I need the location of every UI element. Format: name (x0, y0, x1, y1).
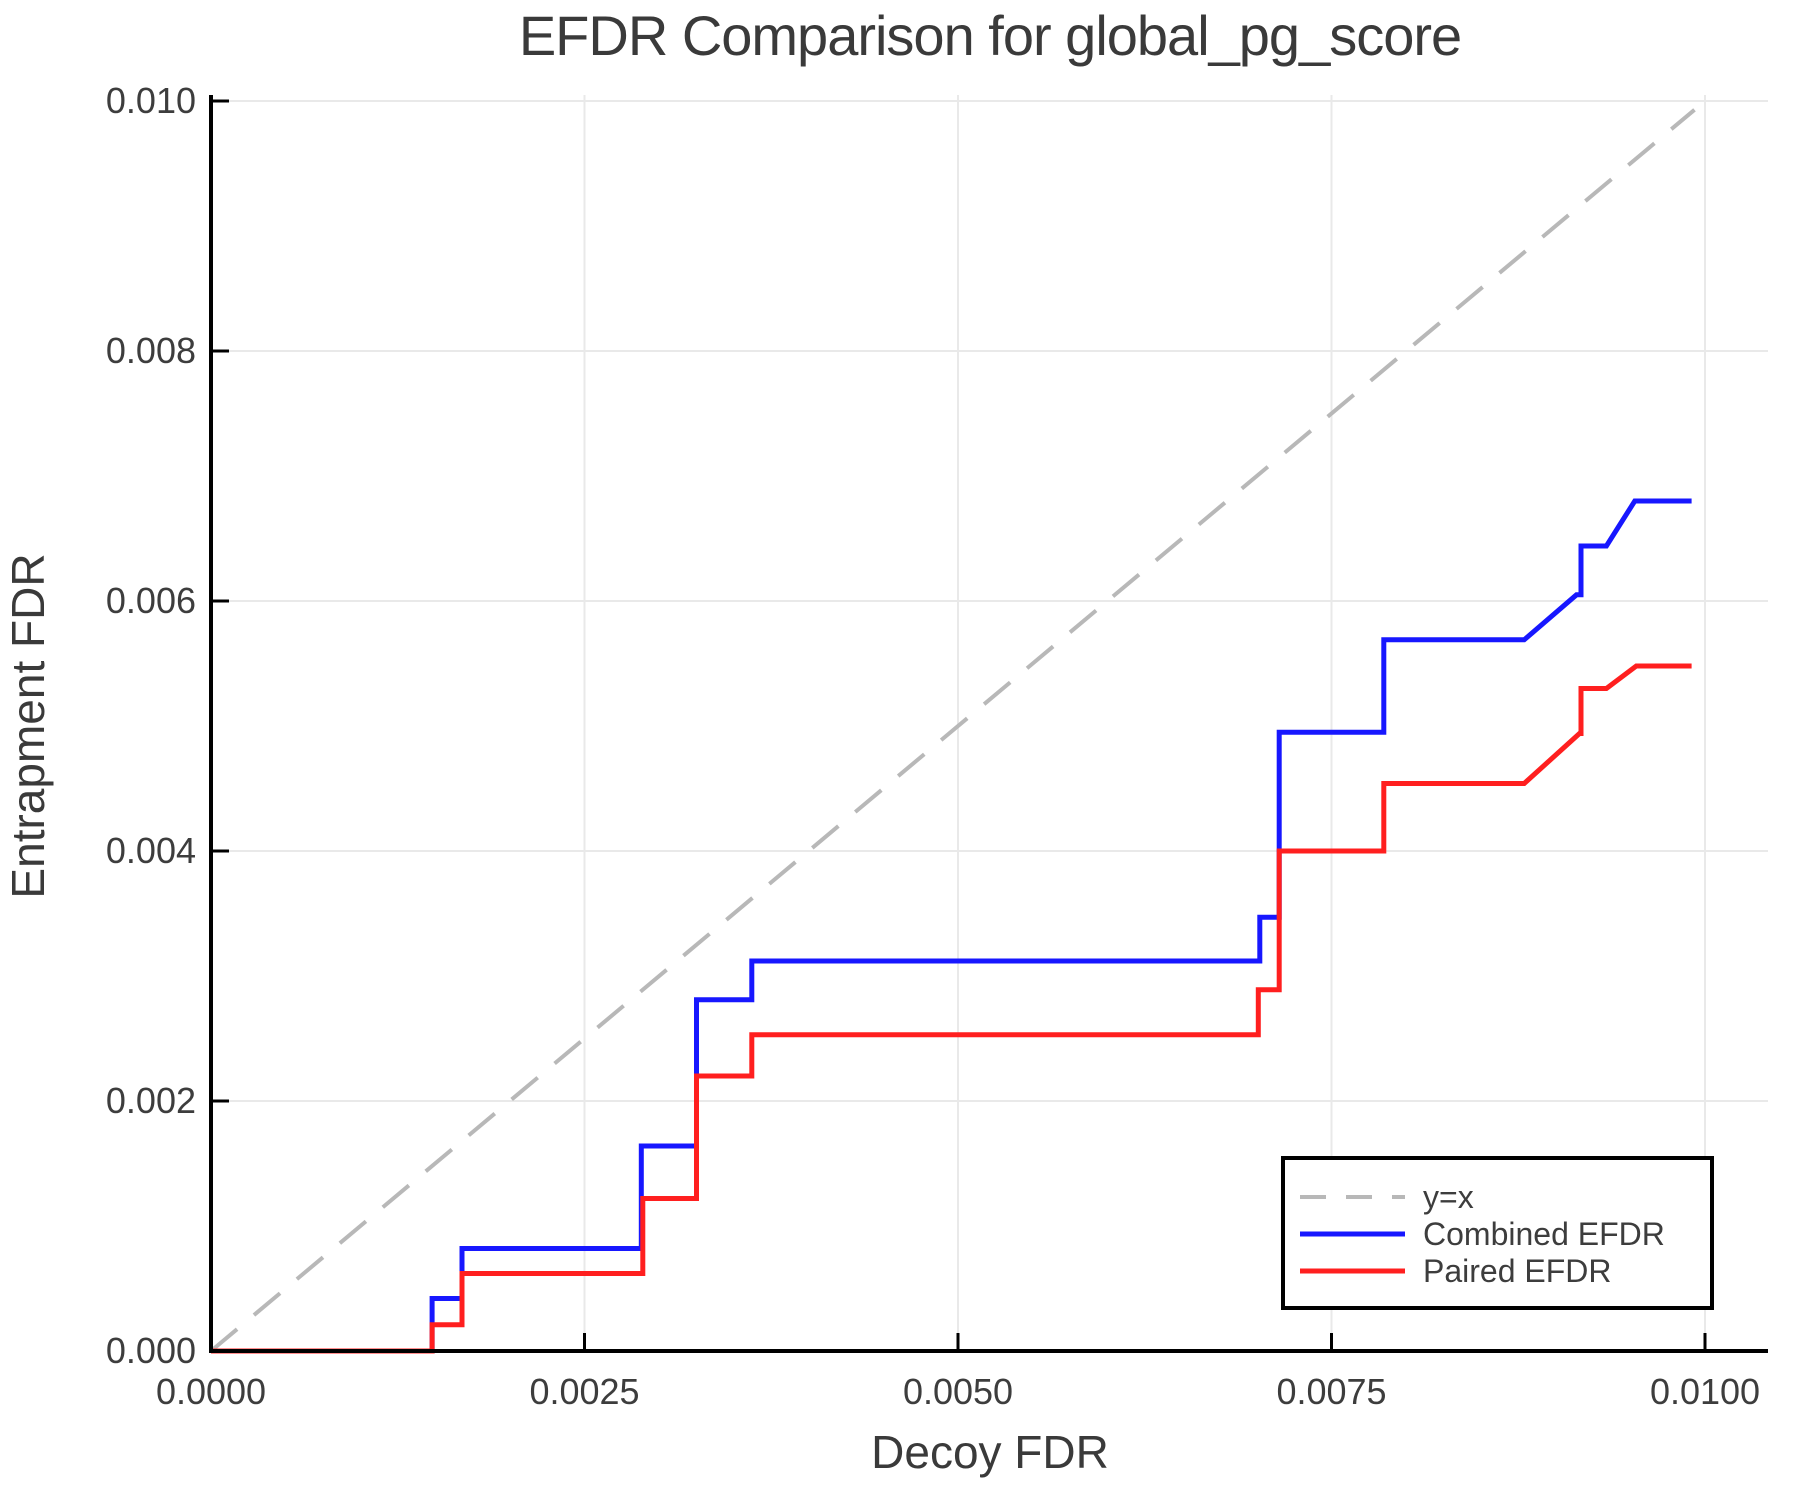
y-tick-label: 0.006 (106, 580, 196, 621)
tick-label-layer: 0.0000 0.0025 0.0050 0.0075 0.0100 0.000 0.002… (106, 80, 1760, 1412)
grid-layer (211, 95, 1768, 1351)
y-tick-label: 0.002 (106, 1080, 196, 1121)
x-axis-label: Decoy FDR (871, 1426, 1109, 1478)
chart-title: EFDR Comparison for global_pg_score (519, 4, 1461, 67)
y-tick-label: 0.004 (106, 830, 196, 871)
x-tick-label: 0.0000 (156, 1371, 266, 1412)
legend-label-3: Paired EFDR (1423, 1253, 1612, 1289)
x-tick-label: 0.0050 (903, 1371, 1013, 1412)
axis-layer (209, 95, 1768, 1353)
y-tick-label: 0.010 (106, 80, 196, 121)
series-layer (209, 108, 1696, 1354)
y-tick-label: 0.008 (106, 330, 196, 371)
y-x-line (209, 108, 1696, 1353)
x-tick-label: 0.0100 (1650, 1371, 1760, 1412)
legend-label-2: Combined EFDR (1423, 1216, 1665, 1252)
paired-efdr-line (211, 663, 1692, 1354)
legend-label-1: y=x (1423, 1179, 1474, 1215)
x-tick-label: 0.0025 (529, 1371, 639, 1412)
combined-efdr-line (211, 498, 1692, 1354)
x-tick-label: 0.0075 (1276, 1371, 1386, 1412)
y-tick-label: 0.000 (106, 1330, 196, 1371)
y-axis-label: Entrapment FDR (2, 553, 54, 898)
